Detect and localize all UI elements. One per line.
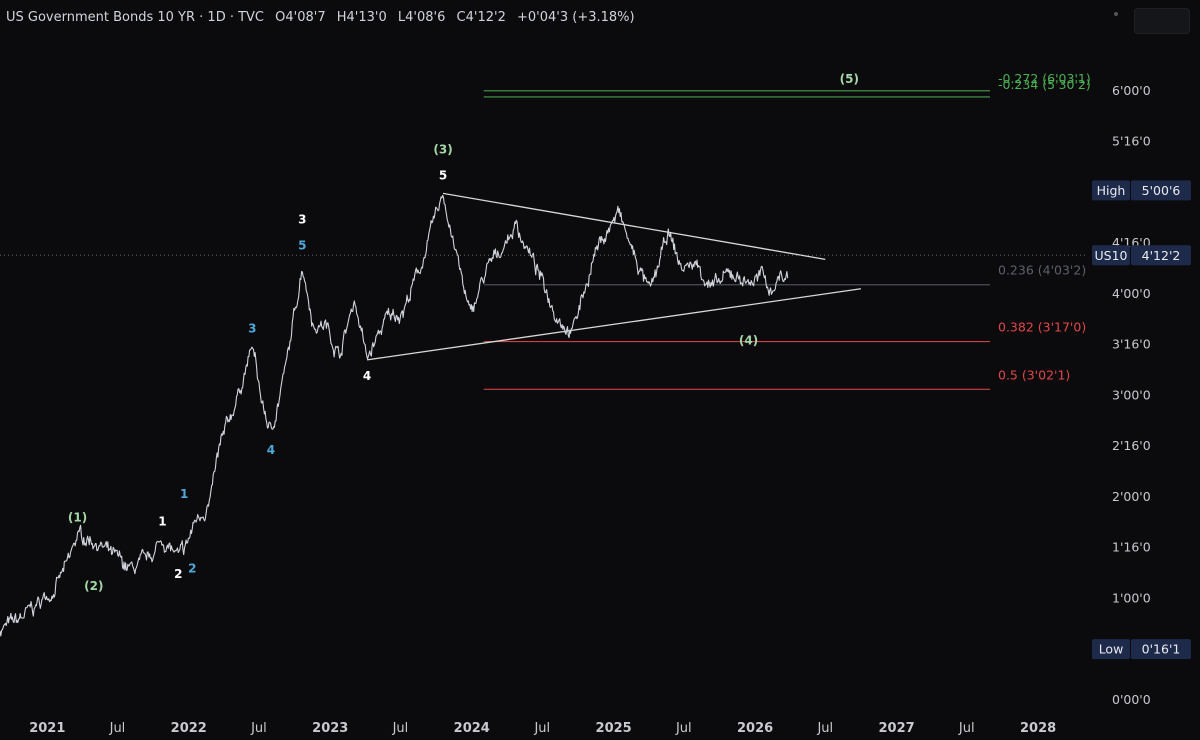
price-tag-name-bg (1092, 245, 1130, 266)
x-tick-label: Jul (816, 721, 833, 736)
x-tick-label: 2026 (737, 721, 773, 736)
y-tick-label: 1'00'0 (1112, 590, 1151, 605)
x-tick-label: 2027 (879, 721, 915, 736)
wave-label: 3 (298, 212, 306, 226)
fib-level-label: 0.382 (3'17'0) (998, 320, 1086, 335)
x-tick-label: 2024 (454, 721, 490, 736)
triangle-trendline (367, 288, 862, 361)
y-tick-label: 2'00'0 (1112, 489, 1151, 504)
price-tag-value-bg (1131, 639, 1191, 660)
x-tick-label: 2023 (312, 721, 348, 736)
y-tick-label: 4'00'0 (1112, 286, 1151, 301)
y-tick-label: 5'16'0 (1112, 134, 1151, 149)
status-dot (1114, 12, 1118, 16)
low-value: L4'08'6 (397, 10, 446, 25)
triangle-trendline (442, 192, 826, 260)
price-tag-value: 5'00'6 (1142, 183, 1181, 198)
x-tick-label: 2028 (1020, 721, 1056, 736)
wave-label: 2 (174, 567, 182, 581)
x-tick-label: 2021 (29, 721, 65, 736)
wave-label: 3 (248, 322, 256, 336)
wave-label: 4 (363, 369, 371, 383)
wave-label: (3) (433, 142, 452, 156)
fib-level-label: 0.5 (3'02'1) (998, 367, 1070, 382)
price-tag-value: 4'12'2 (1142, 248, 1181, 263)
x-tick-label: Jul (392, 721, 409, 736)
x-tick-label: 2022 (171, 721, 207, 736)
top-right-button[interactable] (1134, 8, 1190, 34)
chart-header: US Government Bonds 10 YR · 1D · TVC O4'… (6, 10, 642, 25)
price-tag-name-bg (1092, 639, 1130, 660)
y-tick-label: 6'00'0 (1112, 83, 1151, 98)
wave-label: (2) (84, 579, 103, 593)
price-tag-name: US10 (1095, 248, 1128, 263)
wave-label: (4) (739, 333, 758, 347)
wave-label: 4 (267, 443, 275, 457)
wave-label: 1 (180, 487, 188, 501)
symbol-label[interactable]: US Government Bonds 10 YR · 1D · TVC (6, 10, 265, 25)
price-tag-value: 0'16'1 (1142, 642, 1181, 657)
close-value: C4'12'2 (456, 10, 506, 25)
x-tick-label: Jul (958, 721, 975, 736)
x-tick-label: Jul (109, 721, 126, 736)
wave-label: 5 (298, 238, 306, 252)
y-tick-label: 3'00'0 (1112, 387, 1151, 402)
wave-label: (1) (68, 510, 87, 524)
y-tick-label: 3'16'0 (1112, 337, 1151, 352)
price-tag-name-bg (1092, 180, 1130, 201)
fib-level-label: -0.234 (5'30'2) (998, 77, 1091, 92)
high-value: H4'13'0 (336, 10, 387, 25)
fib-level-label: 0.236 (4'03'2) (998, 263, 1086, 278)
price-tag-name: High (1097, 183, 1126, 198)
y-tick-label: 2'16'0 (1112, 438, 1151, 453)
open-value: O4'08'7 (275, 10, 326, 25)
wave-label: (5) (840, 72, 859, 86)
change-value: +0'04'3 (+3.18%) (517, 10, 635, 25)
x-tick-label: 2025 (596, 721, 632, 736)
wave-label: 1 (158, 515, 166, 529)
price-tag-value-bg (1131, 180, 1191, 201)
price-tag-value-bg (1131, 245, 1191, 266)
x-tick-label: Jul (533, 721, 550, 736)
x-tick-label: Jul (675, 721, 692, 736)
wave-label: 5 (439, 168, 447, 182)
x-tick-label: Jul (250, 721, 267, 736)
price-line (0, 194, 789, 637)
fib-level-label: -0.272 (6'03'1) (998, 71, 1091, 86)
price-tag-name: Low (1099, 642, 1124, 657)
wave-label: 2 (188, 562, 196, 576)
y-tick-label: 1'16'0 (1112, 540, 1151, 555)
y-tick-label: 0'00'0 (1112, 692, 1151, 707)
